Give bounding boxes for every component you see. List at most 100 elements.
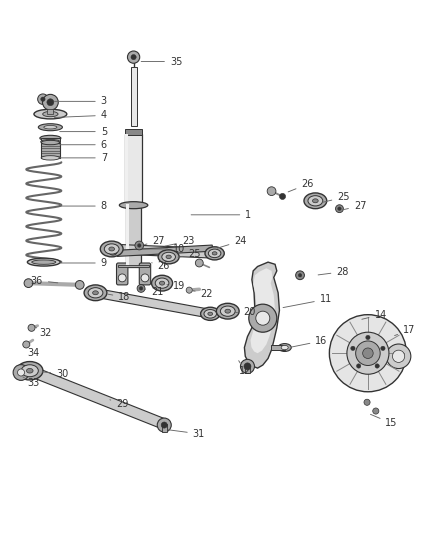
Bar xyxy=(245,366,250,374)
Ellipse shape xyxy=(225,309,231,313)
Circle shape xyxy=(338,207,341,211)
Circle shape xyxy=(351,346,355,351)
Text: 3: 3 xyxy=(54,96,107,107)
Circle shape xyxy=(267,187,276,196)
Circle shape xyxy=(296,271,304,280)
Bar xyxy=(47,109,53,114)
Ellipse shape xyxy=(40,135,61,141)
Circle shape xyxy=(381,346,385,351)
Ellipse shape xyxy=(27,368,33,373)
Circle shape xyxy=(244,363,251,370)
Circle shape xyxy=(364,399,370,405)
Circle shape xyxy=(138,244,141,247)
Ellipse shape xyxy=(32,260,56,264)
Text: 7: 7 xyxy=(60,153,107,163)
Text: 5: 5 xyxy=(60,127,107,136)
Circle shape xyxy=(127,51,140,63)
Circle shape xyxy=(392,350,405,362)
Ellipse shape xyxy=(304,193,327,209)
Bar xyxy=(271,345,285,350)
Text: 32: 32 xyxy=(35,327,52,338)
Ellipse shape xyxy=(41,156,60,160)
Text: 21: 21 xyxy=(145,287,163,297)
Ellipse shape xyxy=(216,303,239,319)
Ellipse shape xyxy=(17,361,43,380)
Text: 12: 12 xyxy=(239,361,251,376)
Circle shape xyxy=(373,408,379,414)
Text: 26: 26 xyxy=(288,179,314,192)
Circle shape xyxy=(347,332,389,374)
Ellipse shape xyxy=(205,247,224,260)
Ellipse shape xyxy=(201,307,220,320)
Ellipse shape xyxy=(41,140,60,145)
Text: 6: 6 xyxy=(60,140,107,150)
Circle shape xyxy=(256,311,270,325)
Ellipse shape xyxy=(88,288,103,298)
Circle shape xyxy=(366,335,370,340)
Bar xyxy=(126,204,129,266)
Bar xyxy=(131,67,137,126)
Text: 36: 36 xyxy=(31,276,58,286)
Bar xyxy=(125,129,142,135)
Ellipse shape xyxy=(119,201,148,209)
Circle shape xyxy=(75,280,84,289)
Text: 29: 29 xyxy=(110,399,128,409)
Ellipse shape xyxy=(104,244,119,254)
Text: 14: 14 xyxy=(362,310,387,320)
Ellipse shape xyxy=(308,196,323,206)
Circle shape xyxy=(141,274,149,282)
Ellipse shape xyxy=(158,250,179,264)
Circle shape xyxy=(249,304,277,332)
Text: 10: 10 xyxy=(143,244,185,254)
Circle shape xyxy=(18,369,25,376)
Ellipse shape xyxy=(84,285,107,301)
Text: 4: 4 xyxy=(54,110,107,120)
Ellipse shape xyxy=(208,312,212,316)
Polygon shape xyxy=(117,245,212,256)
Circle shape xyxy=(47,99,54,106)
Circle shape xyxy=(139,287,143,290)
Circle shape xyxy=(363,348,373,359)
Ellipse shape xyxy=(155,278,169,288)
Circle shape xyxy=(161,422,167,428)
Text: 27: 27 xyxy=(342,201,367,211)
Circle shape xyxy=(298,273,302,277)
Polygon shape xyxy=(95,288,211,318)
Text: 35: 35 xyxy=(141,56,182,67)
Polygon shape xyxy=(28,366,166,429)
Text: 30: 30 xyxy=(42,369,68,379)
Ellipse shape xyxy=(34,109,67,119)
Circle shape xyxy=(28,324,35,332)
Ellipse shape xyxy=(220,306,235,316)
Ellipse shape xyxy=(109,247,114,251)
Circle shape xyxy=(109,246,117,255)
Circle shape xyxy=(375,364,379,368)
Ellipse shape xyxy=(39,124,63,131)
Bar xyxy=(125,134,142,205)
Ellipse shape xyxy=(208,249,221,257)
Text: 31: 31 xyxy=(168,429,205,439)
Circle shape xyxy=(13,365,29,381)
Text: 22: 22 xyxy=(193,289,213,298)
Text: 18: 18 xyxy=(108,292,131,302)
Circle shape xyxy=(186,287,192,293)
Circle shape xyxy=(386,344,411,368)
Text: 26: 26 xyxy=(152,261,170,271)
Text: 15: 15 xyxy=(371,414,398,429)
Circle shape xyxy=(38,94,48,104)
Bar xyxy=(126,204,141,266)
Ellipse shape xyxy=(100,241,123,257)
Polygon shape xyxy=(112,244,215,258)
Circle shape xyxy=(24,279,33,287)
Text: 11: 11 xyxy=(283,294,332,308)
Ellipse shape xyxy=(281,345,288,350)
Circle shape xyxy=(336,205,343,213)
Polygon shape xyxy=(113,246,136,253)
Circle shape xyxy=(356,341,380,366)
Circle shape xyxy=(357,364,361,368)
Text: 24: 24 xyxy=(217,236,247,248)
Text: 33: 33 xyxy=(23,377,39,387)
Circle shape xyxy=(135,241,144,250)
Circle shape xyxy=(131,54,136,60)
Ellipse shape xyxy=(166,255,171,259)
